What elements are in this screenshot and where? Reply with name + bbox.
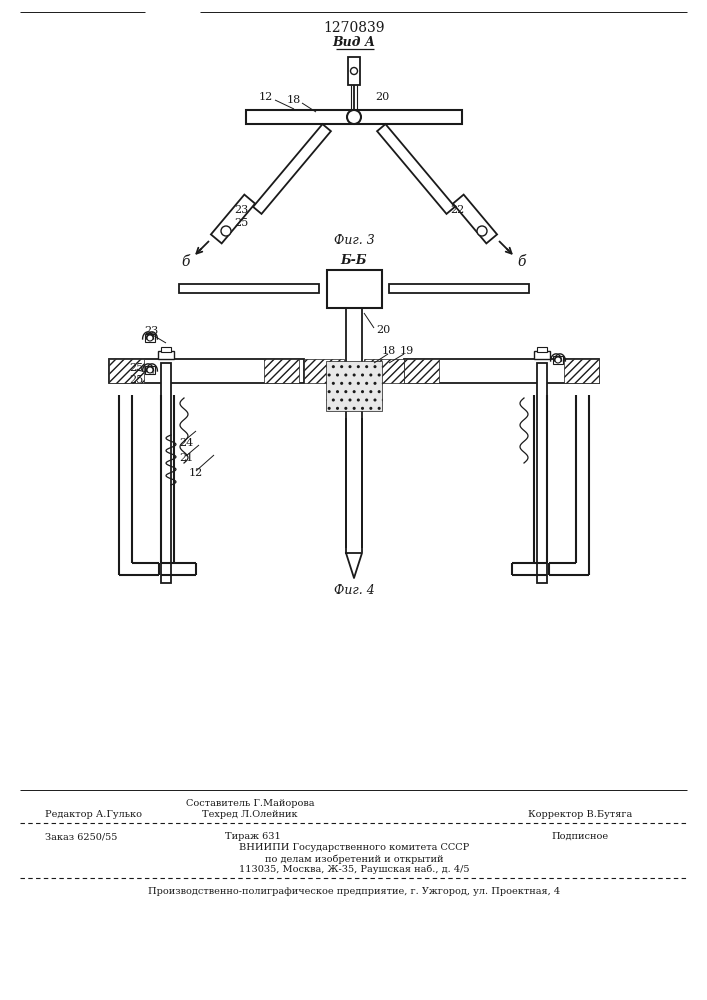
- Text: Подписное: Подписное: [551, 832, 609, 841]
- Text: 113035, Москва, Ж-35, Раушская наб., д. 4/5: 113035, Москва, Ж-35, Раушская наб., д. …: [239, 865, 469, 874]
- Text: 18: 18: [287, 95, 301, 105]
- Text: б: б: [182, 255, 190, 269]
- Bar: [553, 356, 563, 364]
- Text: 25: 25: [234, 218, 248, 228]
- Bar: [161, 363, 171, 583]
- Polygon shape: [377, 124, 455, 214]
- Text: 23: 23: [144, 326, 158, 336]
- Bar: [404, 359, 439, 383]
- Bar: [327, 270, 382, 308]
- Bar: [389, 284, 529, 293]
- Bar: [158, 351, 174, 359]
- Bar: [264, 359, 299, 383]
- Bar: [404, 359, 599, 383]
- Text: б: б: [518, 255, 526, 269]
- Bar: [246, 110, 462, 124]
- Text: 12: 12: [259, 92, 273, 102]
- Text: Техред Л.Олейник: Техред Л.Олейник: [202, 810, 298, 819]
- Text: 22: 22: [450, 205, 464, 215]
- Bar: [564, 359, 599, 383]
- Circle shape: [555, 357, 561, 363]
- Bar: [537, 363, 547, 583]
- Bar: [109, 359, 304, 383]
- Bar: [534, 351, 550, 359]
- Text: Заказ 6250/55: Заказ 6250/55: [45, 832, 117, 841]
- Bar: [348, 57, 360, 85]
- Polygon shape: [453, 195, 497, 243]
- Circle shape: [147, 335, 153, 341]
- Text: 12: 12: [189, 468, 203, 478]
- Polygon shape: [346, 553, 362, 578]
- Text: 23: 23: [234, 205, 248, 215]
- Circle shape: [221, 226, 231, 236]
- Circle shape: [351, 68, 358, 75]
- Text: 21: 21: [179, 453, 193, 463]
- Text: 20: 20: [376, 325, 390, 335]
- Circle shape: [347, 110, 361, 124]
- Text: 24: 24: [179, 438, 193, 448]
- Polygon shape: [253, 124, 331, 214]
- Bar: [304, 359, 344, 383]
- Bar: [145, 334, 155, 342]
- Bar: [161, 347, 171, 352]
- Text: Составитель Г.Майорова: Составитель Г.Майорова: [186, 799, 314, 808]
- Bar: [145, 366, 155, 374]
- Polygon shape: [211, 195, 255, 243]
- Text: 25: 25: [129, 375, 144, 385]
- Text: Корректор В.Бутяга: Корректор В.Бутяга: [528, 810, 632, 819]
- Text: Тираж 631: Тираж 631: [225, 832, 281, 841]
- Text: Вид А: Вид А: [332, 35, 375, 48]
- Text: Б-Б: Б-Б: [341, 253, 367, 266]
- Text: Редактор А.Гулько: Редактор А.Гулько: [45, 810, 142, 819]
- Circle shape: [147, 367, 153, 373]
- Circle shape: [477, 226, 487, 236]
- Text: 18: 18: [382, 346, 396, 356]
- Bar: [109, 359, 144, 383]
- Text: Фиг. 3: Фиг. 3: [334, 233, 375, 246]
- Bar: [326, 361, 382, 411]
- Bar: [537, 347, 547, 352]
- Text: ВНИИПИ Государственного комитета СССР: ВНИИПИ Государственного комитета СССР: [239, 843, 469, 852]
- Bar: [364, 359, 404, 383]
- Text: 19: 19: [400, 346, 414, 356]
- Text: 1270839: 1270839: [323, 21, 385, 35]
- Text: 25: 25: [129, 363, 144, 373]
- Text: Производственно-полиграфическое предприятие, г. Ужгород, ул. Проектная, 4: Производственно-полиграфическое предприя…: [148, 887, 560, 896]
- Text: Фиг. 4: Фиг. 4: [334, 584, 375, 597]
- Bar: [179, 284, 319, 293]
- Text: по делам изобретений и открытий: по делам изобретений и открытий: [264, 854, 443, 863]
- Text: 20: 20: [375, 92, 389, 102]
